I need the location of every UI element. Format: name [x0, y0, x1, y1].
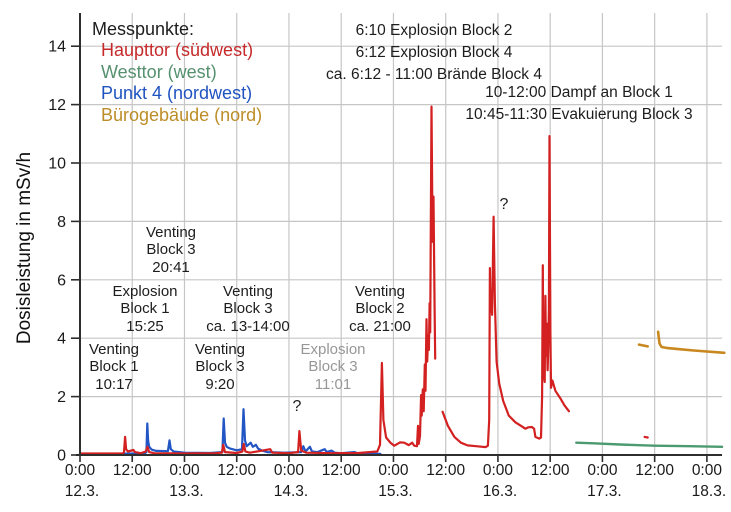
- annotation-line: 20:41: [152, 258, 190, 276]
- annotation-line: Explosion: [300, 341, 366, 358]
- x-tick-label: 12:00: [635, 462, 674, 479]
- series-haupttor-s-dwest: [643, 435, 649, 439]
- series-punkt-4-nordwest: [78, 408, 382, 455]
- annotation-line: 10:45-11:30 Evakuierung Block 3: [465, 106, 693, 123]
- legend-item-haupttor: Haupttor (südwest): [101, 40, 254, 60]
- x-day-label: 14.3.: [274, 483, 308, 500]
- event-annotation: Venting Block 3 ca. 13-14:00: [206, 283, 289, 335]
- annotation-line: Block 3: [223, 300, 273, 318]
- annotation-line: Block 2: [355, 300, 405, 318]
- annotation-line: ?: [499, 196, 509, 213]
- y-tick-label: 0: [57, 448, 66, 465]
- x-tick-label: 12:00: [217, 462, 256, 479]
- x-day-label: 12.3.: [65, 483, 99, 500]
- series-westtor-west: [575, 441, 724, 448]
- legend-item-punkt4: Punkt 4 (nordwest): [101, 83, 253, 103]
- y-tick-label: 12: [48, 97, 66, 114]
- annotation-line: Venting: [88, 341, 140, 358]
- annotation-line: ca. 6:12 - 11:00 Brände Block 4: [326, 66, 542, 83]
- annotation-line: 6:10 Explosion Block 2: [355, 22, 513, 39]
- series-haupttor-s-dwest: [441, 135, 571, 449]
- y-tick-label: 8: [57, 214, 66, 231]
- y-tick-label: 10: [48, 156, 66, 173]
- x-day-label: 18.3.: [692, 483, 726, 500]
- annotation-line: Block 3: [195, 358, 245, 376]
- x-tick-label: 0:00: [378, 462, 409, 479]
- x-day-label: 17.3.: [587, 483, 621, 500]
- annotation-line: Venting: [222, 283, 274, 300]
- annotation-line: 15:25: [126, 317, 164, 335]
- annotation-line: Explosion: [112, 283, 178, 300]
- annotation-line: ca. 13-14:00: [206, 317, 290, 335]
- annotation-line: Block 1: [89, 358, 139, 376]
- x-tick-label: 0:00: [483, 462, 514, 479]
- x-tick-label: 12:00: [531, 462, 570, 479]
- annotation-line: Block 3: [308, 358, 358, 376]
- annotation-line: 11:01: [314, 375, 352, 393]
- legend-item-westtor: Westtor (west): [101, 61, 217, 82]
- legend: Messpunkte: Haupttor (südwest) Westtor (…: [92, 18, 262, 126]
- annotation-line: ca. 21:00: [349, 317, 411, 335]
- x-tick-label: 0:00: [587, 462, 618, 479]
- annotation-line: 9:20: [205, 375, 235, 393]
- y-tick-label: 14: [48, 39, 66, 56]
- event-annotation: 10-12:00 Dampf an Block 1 10:45-11:30 Eva…: [465, 82, 692, 126]
- annotation-line: Venting: [194, 341, 246, 358]
- legend-title: Messpunkte:: [92, 19, 195, 39]
- x-tick-label: 0:00: [65, 462, 96, 479]
- series-b-rogeb-ude-nord: [637, 343, 650, 348]
- x-day-label: 16.3.: [483, 483, 517, 500]
- x-day-label: 13.3.: [169, 483, 203, 500]
- x-tick-label: 12:00: [113, 462, 152, 479]
- x-tick-label: 0:00: [274, 462, 305, 479]
- event-annotation: Venting Block 1 10:17: [89, 341, 139, 393]
- annotation-line: 6:12 Explosion Block 4: [355, 44, 513, 61]
- event-annotation: Venting Block 3 9:20: [195, 341, 245, 393]
- event-annotation: Venting Block 2 ca. 21:00: [349, 283, 411, 335]
- x-day-label: 15.3.: [378, 483, 412, 500]
- x-tick-label: 0:00: [692, 462, 723, 479]
- legend-item-buerogebaeude: Bürogebäude (nord): [101, 104, 263, 125]
- y-tick-label: 4: [57, 331, 66, 348]
- x-tick-label: 0:00: [169, 462, 200, 479]
- annotation-line: ?: [292, 398, 302, 415]
- x-tick-label: 12:00: [322, 462, 361, 479]
- annotation-line: 10:17: [95, 375, 133, 393]
- y-tick-label: 2: [57, 389, 66, 406]
- event-annotation: Explosion Block 1 15:25: [112, 283, 177, 335]
- annotation-line: Venting: [145, 224, 197, 241]
- event-annotation: Venting Block 3 20:41: [146, 224, 196, 276]
- y-tick-label: 6: [57, 272, 66, 289]
- series-b-rogeb-ude-nord: [656, 330, 726, 355]
- annotation-line: Block 1: [120, 300, 170, 318]
- annotation-line: Block 3: [146, 241, 196, 259]
- question-mark-annotation: ?: [293, 398, 302, 415]
- event-annotation: 6:10 Explosion Block 2 6:12 Explosion Blo…: [326, 20, 542, 86]
- annotation-line: 10-12:00 Dampf an Block 1: [485, 84, 673, 101]
- x-tick-label: 12:00: [426, 462, 465, 479]
- event-annotation: Explosion Block 3 11:01: [300, 341, 365, 393]
- series-haupttor-s-dwest: [78, 105, 437, 455]
- question-mark-annotation: ?: [500, 196, 509, 213]
- y-axis-title: Dosisleistung in mSv/h: [14, 151, 35, 345]
- annotation-line: Venting: [354, 283, 406, 300]
